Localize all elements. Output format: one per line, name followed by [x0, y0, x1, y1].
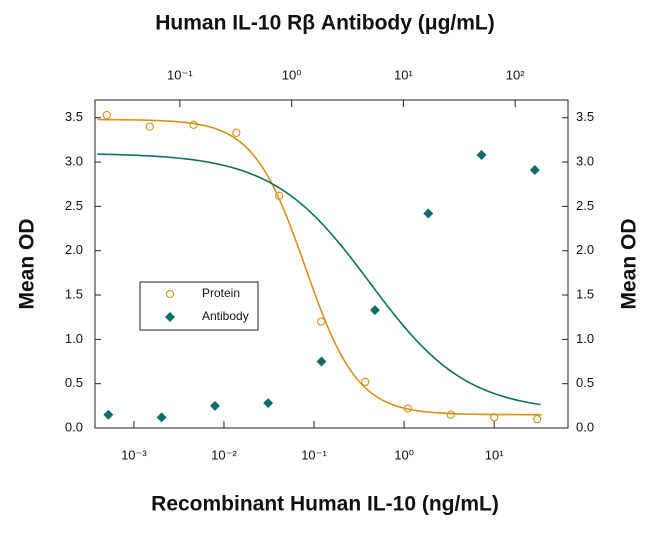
data-point	[361, 377, 370, 387]
x-tick-label: 10¹	[485, 447, 504, 462]
y-axis-label: Mean OD	[16, 218, 39, 309]
legend-marker	[165, 312, 175, 322]
y-tick-label: 1.0	[65, 331, 83, 346]
data-point	[476, 149, 487, 160]
fit-curve	[97, 118, 542, 416]
y-tick-label: 0.5	[65, 375, 83, 390]
x-tick-label: 10⁻¹	[301, 447, 327, 462]
y2-tick-label: 2.0	[576, 242, 594, 257]
data-point	[490, 413, 499, 422]
y2-tick-label: 0.5	[576, 375, 594, 390]
data-point	[446, 410, 455, 419]
legend-label: Antibody	[202, 309, 249, 323]
y-tick-label: 3.5	[65, 109, 83, 124]
data-point	[275, 191, 284, 200]
data-point	[529, 165, 540, 176]
y-tick-label: 0.0	[65, 419, 83, 434]
plot-frame	[94, 99, 569, 429]
data-point	[369, 305, 380, 316]
y2-tick-label: 3.5	[576, 109, 594, 124]
data-point	[145, 122, 154, 131]
x-tick-label: 10⁻²	[211, 447, 237, 462]
data-point	[232, 128, 241, 137]
x2-tick-label: 10⁰	[282, 67, 302, 82]
x2-tick-label: 10⁻¹	[167, 67, 193, 82]
chart-title: Human IL-10 Rβ Antibody (μg/mL)	[155, 12, 495, 35]
y2-tick-label: 3.0	[576, 153, 594, 168]
legend-label: Protein	[202, 286, 240, 300]
data-point	[533, 414, 542, 424]
data-point	[316, 356, 327, 367]
data-point	[102, 110, 111, 120]
data-point	[189, 120, 198, 129]
data-point	[403, 404, 412, 413]
y-tick-label: 2.5	[65, 198, 83, 213]
y-tick-label: 3.0	[65, 153, 83, 168]
y2-tick-label: 0.0	[576, 419, 594, 434]
y2-tick-label: 1.0	[576, 331, 594, 346]
x2-tick-label: 10²	[506, 67, 525, 82]
y2-axis-label: Mean OD	[618, 218, 641, 309]
data-point	[209, 400, 220, 411]
data-point	[103, 409, 114, 420]
x-tick-label: 10⁰	[394, 447, 414, 462]
x2-tick-label: 10¹	[394, 67, 413, 82]
data-point	[317, 317, 326, 326]
data-point	[423, 208, 434, 219]
legend-box	[139, 281, 259, 331]
y2-tick-label: 1.5	[576, 286, 594, 301]
data-point	[156, 412, 167, 423]
y2-tick-label: 2.5	[576, 198, 594, 213]
data-point	[263, 398, 274, 409]
y-tick-label: 2.0	[65, 242, 83, 257]
x-axis-label: Recombinant Human IL-10 (ng/mL)	[151, 493, 499, 516]
y-tick-label: 1.5	[65, 286, 83, 301]
legend-marker	[165, 289, 175, 299]
x-tick-label: 10⁻³	[121, 447, 147, 462]
fit-curve	[97, 153, 541, 406]
